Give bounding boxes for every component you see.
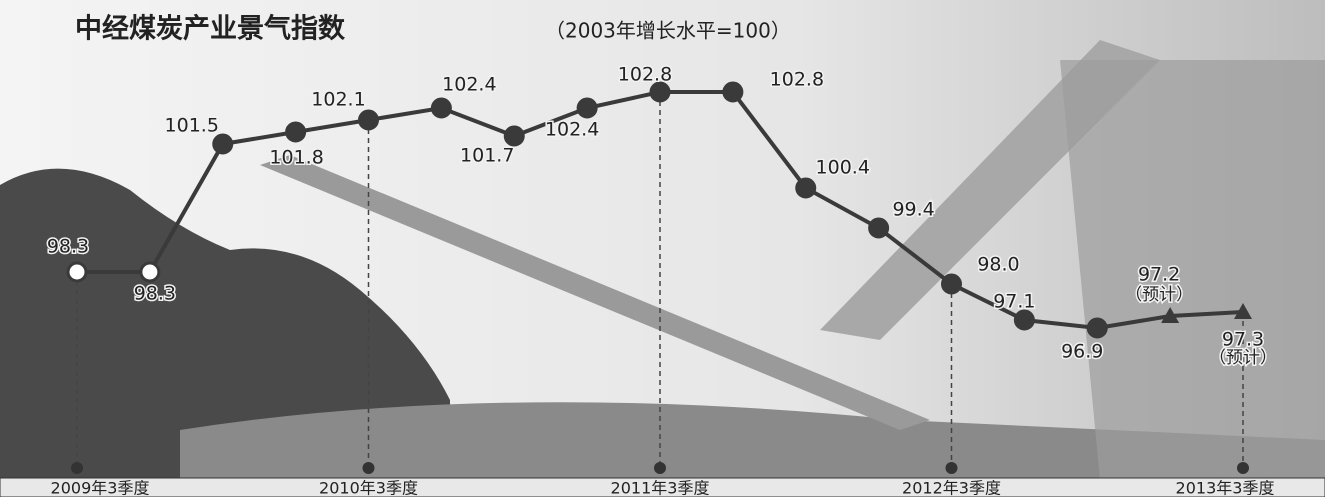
guide-dot xyxy=(71,462,83,474)
marker xyxy=(1234,303,1252,319)
guide-dot xyxy=(362,462,375,474)
marker xyxy=(941,273,962,295)
chart-title: 中经煤炭产业景气指数 xyxy=(75,13,346,45)
x-tick-label: 2010年3季度 xyxy=(319,479,418,497)
ground xyxy=(180,402,1325,480)
point-note: （预计） xyxy=(1209,348,1277,368)
chart-subtitle: （2003年增长水平=100） xyxy=(545,19,791,43)
marker xyxy=(795,177,817,199)
data-label: 97.2 xyxy=(1138,264,1180,286)
coal-pile xyxy=(0,168,450,480)
marker xyxy=(358,109,379,131)
marker xyxy=(139,261,161,283)
guide-dot xyxy=(945,462,958,474)
guide-dot xyxy=(654,462,666,474)
x-tick-label: 2012年3季度 xyxy=(902,479,1001,497)
x-tick-label: 2013年3季度 xyxy=(1176,479,1275,497)
marker xyxy=(722,81,744,103)
structure xyxy=(1060,60,1325,480)
x-tick-label: 2009年3季度 xyxy=(51,479,150,497)
marker xyxy=(1013,309,1035,331)
data-label: 98.3 xyxy=(134,283,176,305)
marker xyxy=(503,125,525,147)
marker xyxy=(430,97,452,119)
point-note: （预计） xyxy=(1125,285,1193,305)
marker xyxy=(1086,317,1108,339)
marker xyxy=(1161,307,1180,323)
data-label: 101.8 xyxy=(269,147,323,169)
marker xyxy=(66,261,88,283)
axis-strip xyxy=(0,477,1325,497)
marker xyxy=(212,133,234,155)
marker xyxy=(868,217,890,239)
data-label: 101.5 xyxy=(165,115,219,137)
data-label: 102.4 xyxy=(442,74,496,96)
data-label: 98.0 xyxy=(977,254,1019,276)
marker xyxy=(285,121,307,143)
marker xyxy=(576,97,598,119)
data-label: 96.9 xyxy=(1061,341,1103,363)
conveyor xyxy=(260,155,930,430)
data-label: 102.1 xyxy=(311,89,365,111)
data-label: 102.8 xyxy=(618,64,672,86)
marker xyxy=(649,81,671,103)
guide-dot xyxy=(1237,462,1249,474)
data-label: 101.7 xyxy=(460,145,514,167)
data-label: 100.4 xyxy=(816,157,870,179)
data-label: 99.4 xyxy=(892,199,934,221)
data-label: 102.8 xyxy=(770,69,824,91)
data-label: 102.4 xyxy=(545,119,599,141)
x-tick-label: 2011年3季度 xyxy=(611,479,710,497)
data-label: 98.3 xyxy=(47,236,89,258)
data-label: 97.1 xyxy=(993,291,1035,313)
data-label: 97.3 xyxy=(1222,329,1264,351)
